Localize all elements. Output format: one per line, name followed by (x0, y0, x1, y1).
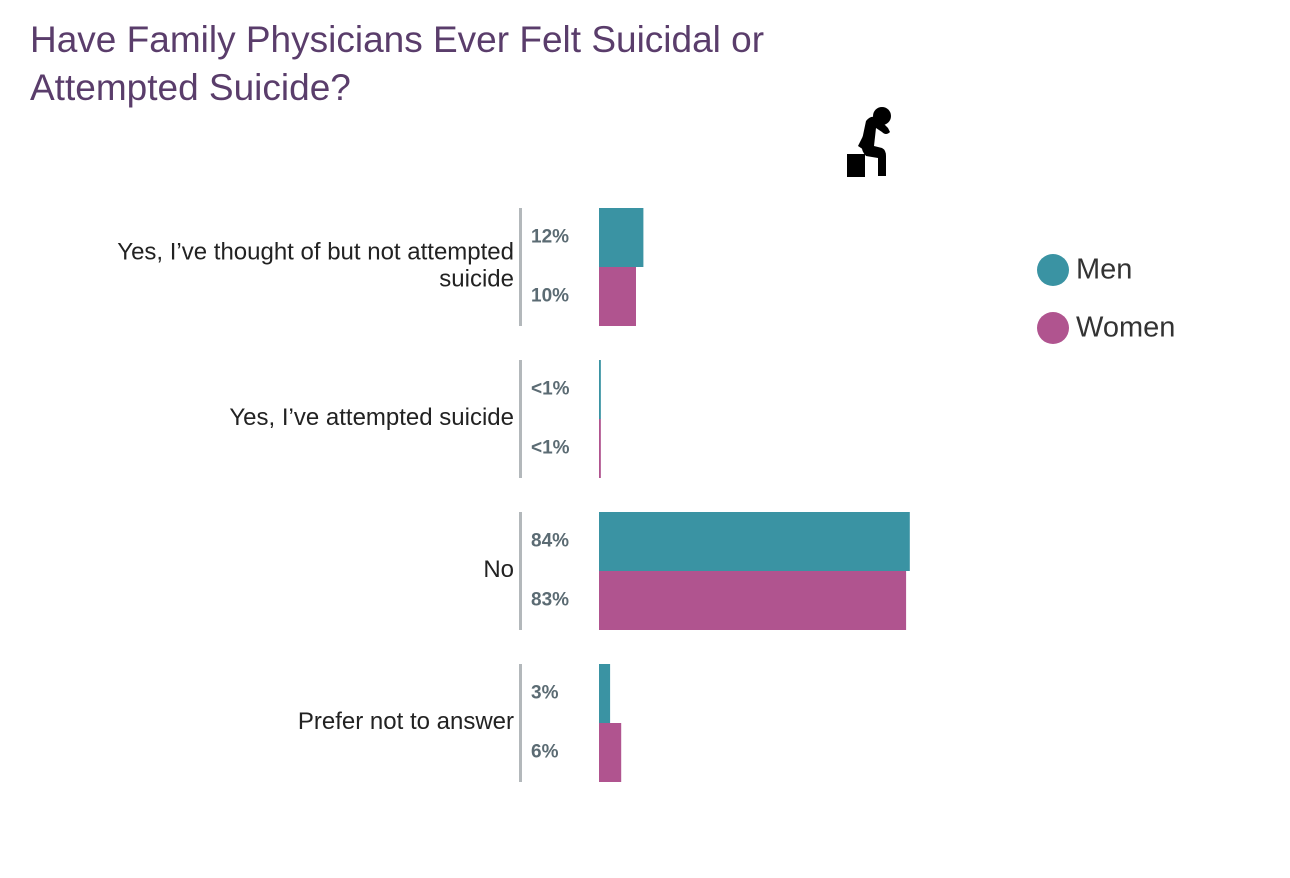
bar (599, 664, 611, 723)
thinker-icon (847, 107, 891, 177)
bar (599, 512, 910, 571)
bar (599, 571, 907, 630)
legend-swatch (1037, 254, 1069, 286)
chart-title: Have Family Physicians Ever Felt Suicida… (30, 19, 764, 108)
bar (599, 360, 601, 419)
category-label: Prefer not to answer (298, 708, 514, 735)
value-label: 3% (531, 683, 559, 704)
value-label: 6% (531, 742, 559, 763)
value-label: <1% (531, 379, 570, 400)
bar (599, 267, 636, 326)
legend-label: Women (1076, 312, 1175, 344)
category-label: Yes, I’ve attempted suicide (229, 404, 514, 431)
legend-label: Men (1076, 254, 1132, 286)
separator (519, 208, 522, 326)
value-label: 83% (531, 590, 569, 611)
category-label: No (483, 556, 514, 583)
bar (599, 723, 622, 782)
bar (599, 208, 644, 267)
separator (519, 360, 522, 478)
separator (519, 512, 522, 630)
bar (599, 419, 601, 478)
category-label: Yes, I’ve thought of but not attempted su… (117, 239, 514, 293)
separator (519, 664, 522, 782)
value-label: 84% (531, 531, 569, 552)
legend-swatch (1037, 312, 1069, 344)
value-label: <1% (531, 438, 570, 459)
value-label: 10% (531, 286, 569, 307)
value-label: 12% (531, 227, 569, 248)
